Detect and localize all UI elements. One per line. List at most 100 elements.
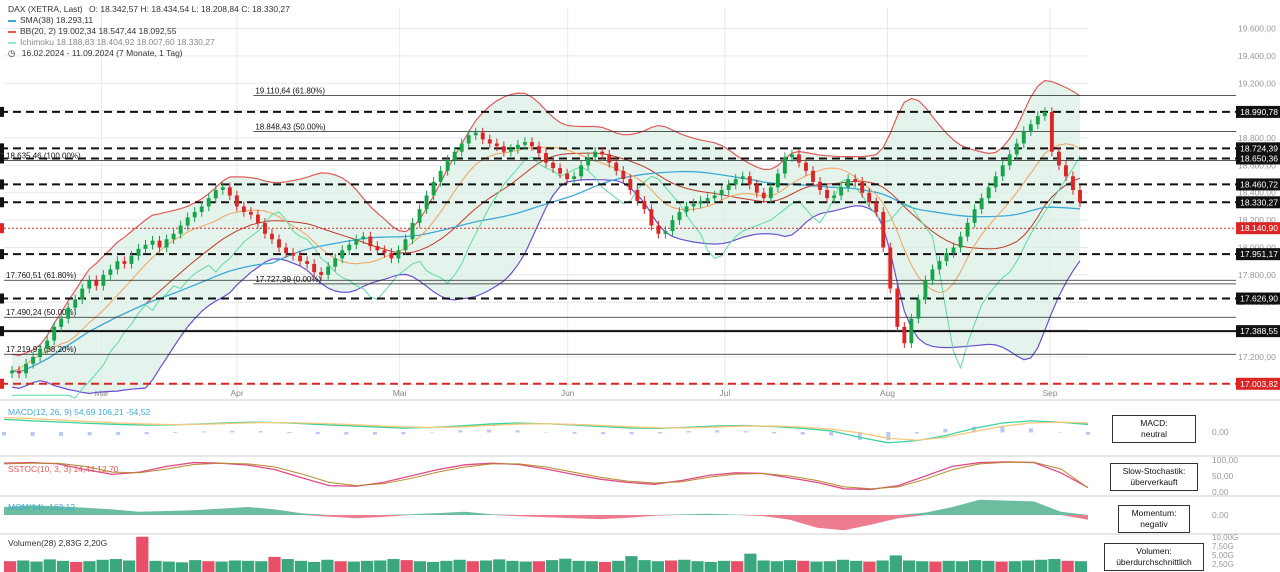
volume-bar <box>1021 560 1035 572</box>
candle-body <box>10 370 14 374</box>
candle-body <box>1063 165 1068 177</box>
volume-bar <box>1048 559 1061 572</box>
volume-bar <box>612 560 625 572</box>
y-tick-label: 19.400,00 <box>1238 51 1276 61</box>
volume-bar <box>189 560 202 572</box>
y-tick-label: 18.200,00 <box>1238 215 1276 225</box>
macd-histogram-bar <box>2 432 6 436</box>
candle-body <box>122 261 127 264</box>
candle-body <box>579 165 584 177</box>
level-label: 17.626,90 <box>1240 294 1278 304</box>
candle-body <box>248 211 253 215</box>
level-label: 18.724,39 <box>1240 143 1278 153</box>
fib-label: 17.760,51 (61.80%) <box>6 271 77 280</box>
candle-body <box>1021 131 1026 144</box>
macd-histogram-bar <box>458 430 463 433</box>
level-marker <box>0 143 4 154</box>
candle-body <box>270 233 274 240</box>
volume-bar <box>1008 561 1021 572</box>
candle-body <box>972 209 977 223</box>
volume-bar <box>770 561 783 572</box>
candle-body <box>375 246 380 251</box>
volume-bar <box>255 561 268 572</box>
volume-bar <box>360 560 374 572</box>
candle-body <box>951 247 956 253</box>
x-tick-label: Mär <box>94 388 109 398</box>
sma-swatch <box>8 19 16 22</box>
candle-body <box>284 247 288 253</box>
macd-histogram-bar <box>344 432 349 435</box>
y-tick-label: 18.400,00 <box>1238 188 1276 198</box>
candle-body <box>508 148 513 152</box>
volume-bar <box>902 560 916 572</box>
candle-body <box>825 190 830 199</box>
volume-bar <box>929 561 942 572</box>
candle-body <box>501 146 506 152</box>
macd-histogram-bar <box>886 432 891 440</box>
mom-zero-label: 0,00 <box>1212 510 1229 520</box>
macd-histogram-bar <box>572 432 577 434</box>
symbol-label: DAX (XETRA, Last) <box>8 4 83 14</box>
level-tag <box>1236 105 1280 118</box>
volume-bar <box>479 560 493 572</box>
level-marker <box>0 326 4 337</box>
volume-bar <box>149 560 162 572</box>
candle-body <box>754 184 759 193</box>
macd-histogram-bar <box>315 432 320 435</box>
level-tag <box>1236 196 1280 209</box>
candle-body <box>262 222 267 234</box>
candle-body <box>937 261 942 270</box>
macd-histogram-bar <box>715 430 720 433</box>
candle-body <box>515 144 520 149</box>
candle-body <box>811 170 815 182</box>
macd-histogram-bar <box>772 432 777 434</box>
candle-body <box>305 261 310 264</box>
macd-histogram-bar <box>601 432 606 435</box>
candle-body <box>410 222 415 240</box>
x-tick-label: Mai <box>393 388 407 398</box>
level-label: 18.990,78 <box>1240 107 1278 117</box>
level-tag <box>1236 248 1280 261</box>
macd-histogram-bar <box>971 426 976 433</box>
volume-bar <box>506 560 519 572</box>
candle-body <box>677 211 682 221</box>
candle-body <box>59 318 64 327</box>
candle-body <box>220 187 225 190</box>
macd-box: MACD: neutral <box>1112 415 1196 443</box>
volume-bar <box>797 560 810 572</box>
y-tick-label: 19.200,00 <box>1238 78 1276 88</box>
volume-bar <box>162 561 175 572</box>
candle-body <box>213 190 218 199</box>
candle-body <box>382 250 387 253</box>
candle-body <box>164 239 169 248</box>
candle-body <box>993 176 998 188</box>
volume-bar <box>916 561 929 572</box>
candle-body <box>66 307 71 319</box>
candle-body <box>171 233 176 240</box>
candle-body <box>979 198 984 210</box>
candle-body <box>768 187 773 199</box>
candle-body <box>782 157 787 174</box>
stoch-tick-label: 0,00 <box>1212 487 1229 497</box>
volume-bar <box>664 560 678 572</box>
ichimoku-legend: Ichimoku 18.188,83 18.404,92 18.007,60 1… <box>8 37 219 47</box>
volume-bar <box>334 561 347 572</box>
candle-body <box>31 356 36 364</box>
level-label: 18.650,36 <box>1240 153 1278 163</box>
candle-body <box>747 176 752 185</box>
macd-histogram-bar <box>1000 426 1005 433</box>
macd-histogram-bar <box>743 431 748 433</box>
volume-bar <box>374 560 387 572</box>
candle-body <box>944 252 949 262</box>
candle-body <box>241 206 246 212</box>
volume-bar <box>585 561 598 572</box>
volume-bar <box>850 560 863 572</box>
level-marker <box>0 223 4 234</box>
macd-histogram-bar <box>943 429 948 433</box>
macd-histogram-bar <box>116 432 121 435</box>
candle-body <box>438 170 443 182</box>
macd-histogram-bar <box>686 431 691 433</box>
volume-bar <box>228 560 241 572</box>
x-tick-label: Jun <box>561 388 575 398</box>
